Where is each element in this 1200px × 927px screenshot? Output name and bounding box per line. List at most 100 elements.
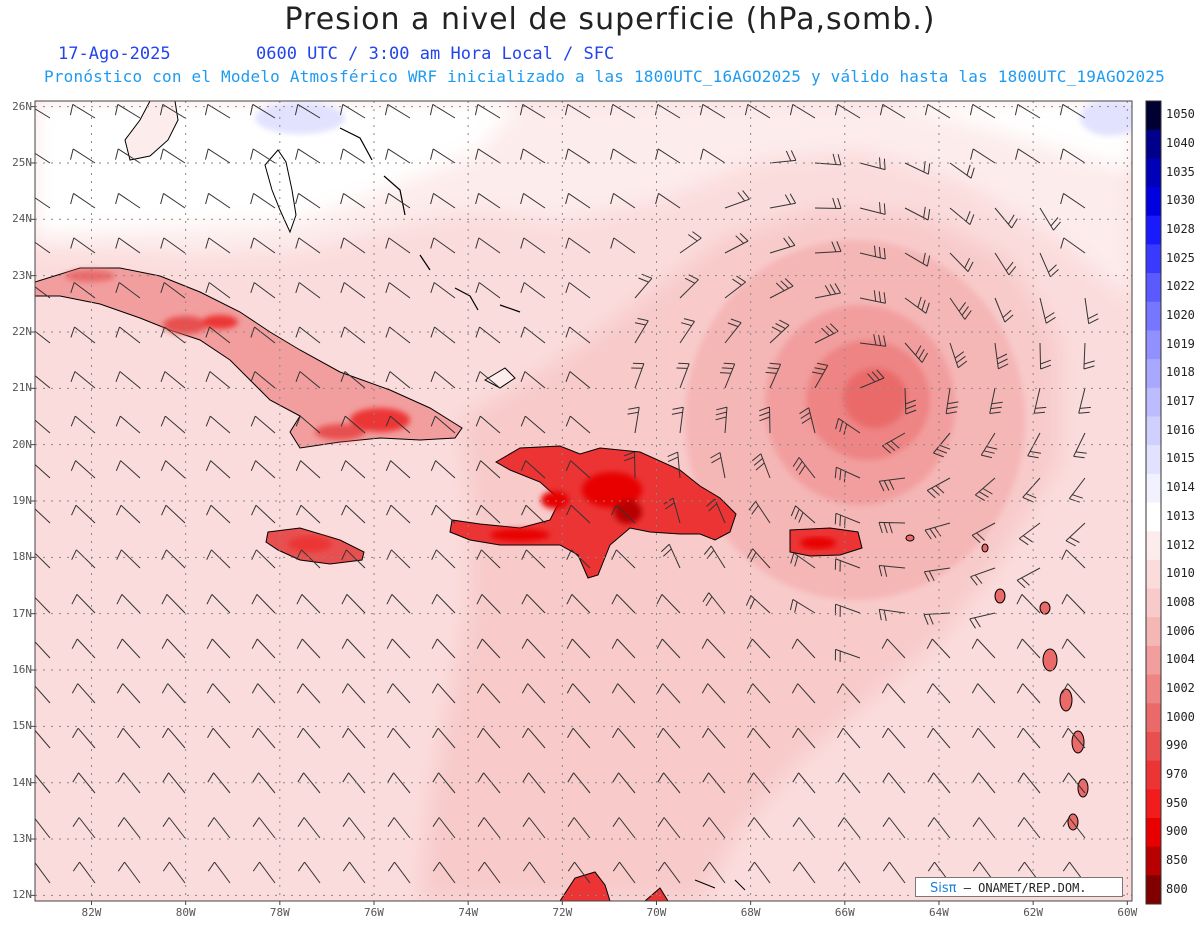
hispaniola-terrain-highs: [490, 472, 642, 541]
wind-barb: [980, 432, 998, 459]
wind-barb: [72, 817, 96, 839]
wind-barb: [882, 817, 906, 839]
wind-barb: [206, 594, 231, 614]
colorbar-label: 1030: [1166, 193, 1195, 208]
wind-barb: [474, 103, 501, 119]
wind-barb: [834, 512, 861, 529]
wind-barb: [161, 549, 186, 569]
wind-barb: [35, 463, 51, 479]
lat-label: 20N: [12, 437, 32, 451]
wind-barb: [1022, 477, 1041, 503]
wind-barb: [296, 638, 321, 659]
wind-barb: [35, 861, 51, 884]
wind-barb: [35, 685, 51, 704]
wind-barb: [1015, 148, 1041, 164]
wind-barb: [161, 683, 186, 704]
wind-barb: [969, 612, 996, 629]
wind-barb: [70, 282, 96, 299]
wind-barb: [904, 387, 917, 415]
wind-barb: [878, 608, 906, 621]
wind-barb: [1061, 638, 1086, 659]
wind-barb: [949, 252, 974, 272]
wind-barb: [751, 453, 771, 479]
lon-label: 72W: [552, 906, 573, 919]
wind-barb: [904, 296, 930, 314]
wind-barb: [519, 103, 546, 119]
colorbar-label: 850: [1166, 852, 1188, 867]
wind-barb: [430, 237, 456, 254]
wind-barb: [115, 460, 141, 479]
lon-label: 70W: [646, 906, 667, 919]
wind-barb: [878, 565, 906, 577]
wind-barb: [970, 567, 996, 586]
wind-barb: [567, 861, 591, 884]
wind-barb: [610, 192, 636, 209]
wind-barb: [926, 683, 951, 704]
wind-barb: [251, 683, 276, 704]
colorbar-swatch: [1146, 129, 1161, 159]
wind-barb: [35, 773, 51, 794]
wind-barb: [611, 683, 636, 704]
wind-barb: [476, 504, 501, 524]
wind-barb: [521, 504, 546, 524]
wind-barb: [430, 371, 456, 389]
wind-barb: [627, 406, 640, 434]
wind-barb: [634, 273, 653, 299]
forecast-time-info: 0600 UTC / 3:00 am Hora Local / SFC: [256, 44, 615, 64]
wind-barb: [115, 192, 141, 209]
wind-barb: [35, 197, 51, 209]
wind-barb: [1016, 638, 1041, 659]
colorbar-label: 1006: [1166, 623, 1195, 638]
wind-barb: [565, 415, 591, 434]
wind-barb: [791, 683, 816, 704]
wind-barb: [1060, 148, 1086, 164]
wind-barb: [927, 727, 951, 749]
wind-barb: [859, 202, 886, 215]
lat-label: 14N: [12, 775, 32, 789]
wind-barb: [252, 861, 276, 884]
lat-label: 17N: [12, 606, 32, 620]
colorbar: [1145, 100, 1162, 905]
wind-barb: [430, 192, 456, 209]
colorbar-swatch: [1146, 617, 1161, 647]
wind-barb: [160, 237, 186, 254]
wind-barb: [623, 451, 636, 479]
wind-barb: [160, 371, 186, 389]
wind-barb: [342, 861, 366, 884]
wind-barb: [476, 549, 501, 569]
wind-barb: [431, 594, 456, 614]
turks-caicos: [483, 367, 516, 389]
lon-label: 74W: [458, 906, 479, 919]
wind-barb: [296, 549, 321, 569]
colorbar-swatch: [1146, 588, 1161, 618]
lon-label: 80W: [175, 906, 196, 919]
wind-barb: [769, 150, 797, 164]
wind-barb: [430, 460, 456, 479]
wind-barb: [432, 727, 456, 749]
colorbar-swatch: [1146, 817, 1161, 848]
wind-barb: [746, 548, 771, 569]
wind-barb: [1039, 342, 1052, 370]
wind-barb: [792, 727, 816, 749]
wind-barb: [812, 362, 829, 389]
colorbar-label: 1018: [1166, 365, 1195, 380]
wind-barb: [294, 103, 321, 119]
credit-text: – ONAMET/REP.DOM.: [963, 881, 1087, 895]
colorbar-swatch: [1146, 502, 1161, 532]
colorbar-label: 1010: [1166, 566, 1195, 581]
colorbar-label: 1020: [1166, 308, 1195, 323]
wind-barb: [1039, 297, 1056, 324]
wind-barb: [70, 460, 96, 479]
wind-barb: [1039, 207, 1061, 231]
wind-barb: [251, 638, 276, 659]
wind-barb: [387, 772, 411, 794]
wind-barb: [35, 241, 51, 254]
wind-barb: [765, 362, 782, 389]
wind-barb: [35, 508, 51, 524]
lat-label: 25N: [12, 155, 32, 169]
cuba-island: [35, 267, 463, 449]
colorbar-label: 950: [1166, 795, 1188, 810]
lat-label: 22N: [12, 324, 32, 338]
colorbar-swatch: [1146, 645, 1161, 676]
wind-barb: [837, 817, 861, 839]
